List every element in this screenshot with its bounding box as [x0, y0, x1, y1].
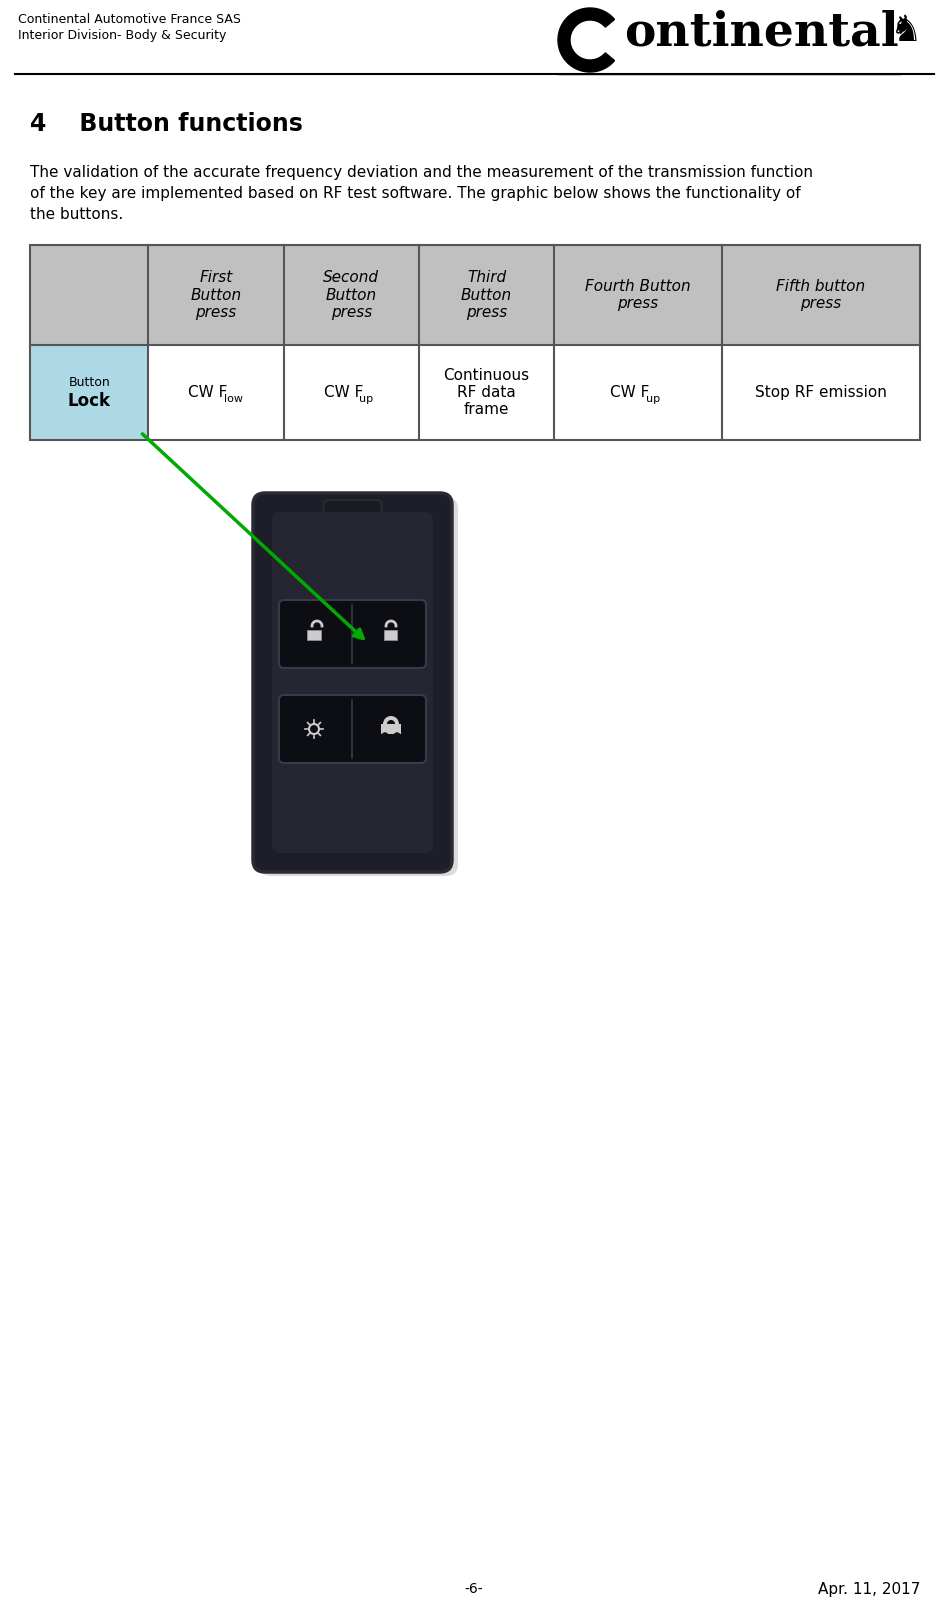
- Bar: [30, 345, 920, 440]
- Bar: [381, 724, 401, 734]
- FancyBboxPatch shape: [279, 695, 426, 763]
- FancyBboxPatch shape: [279, 600, 426, 668]
- Text: low: low: [224, 394, 243, 403]
- Text: Fourth Button
press: Fourth Button press: [585, 279, 691, 311]
- Circle shape: [382, 732, 388, 739]
- Text: First
Button
press: First Button press: [191, 269, 242, 319]
- Text: Continuous
RF data
frame: Continuous RF data frame: [443, 368, 530, 418]
- FancyBboxPatch shape: [272, 511, 433, 853]
- Text: Second
Button
press: Second Button press: [324, 269, 380, 319]
- Text: Stop RF emission: Stop RF emission: [754, 386, 886, 400]
- FancyBboxPatch shape: [259, 497, 458, 876]
- Text: CW F: CW F: [610, 386, 649, 400]
- Bar: [384, 631, 398, 640]
- Text: the buttons.: the buttons.: [30, 206, 123, 223]
- Text: CW F: CW F: [324, 386, 363, 400]
- Text: up: up: [359, 394, 373, 403]
- Bar: [30, 345, 148, 440]
- Text: -6-: -6-: [465, 1582, 483, 1595]
- Text: Apr. 11, 2017: Apr. 11, 2017: [818, 1582, 920, 1597]
- Bar: [30, 245, 920, 345]
- Text: of the key are implemented based on RF test software. The graphic below shows th: of the key are implemented based on RF t…: [30, 185, 801, 202]
- Text: Interior Division- Body & Security: Interior Division- Body & Security: [18, 29, 227, 42]
- Text: Button: Button: [68, 376, 110, 389]
- Text: Continental Automotive France SAS: Continental Automotive France SAS: [18, 13, 241, 26]
- Text: Third
Button
press: Third Button press: [461, 269, 512, 319]
- Text: Fifth button
press: Fifth button press: [776, 279, 865, 311]
- Bar: [307, 631, 321, 640]
- Circle shape: [394, 732, 400, 739]
- FancyBboxPatch shape: [324, 500, 381, 542]
- Text: CW F: CW F: [188, 386, 228, 400]
- Wedge shape: [383, 716, 399, 724]
- Text: up: up: [645, 394, 660, 403]
- Text: ontinental: ontinental: [624, 10, 899, 56]
- Polygon shape: [558, 8, 615, 73]
- FancyBboxPatch shape: [253, 494, 452, 873]
- Text: Lock: Lock: [67, 392, 111, 410]
- Text: ♞: ♞: [889, 15, 921, 48]
- Bar: [30, 245, 920, 440]
- Text: 4    Button functions: 4 Button functions: [30, 111, 303, 135]
- Text: The validation of the accurate frequency deviation and the measurement of the tr: The validation of the accurate frequency…: [30, 165, 813, 181]
